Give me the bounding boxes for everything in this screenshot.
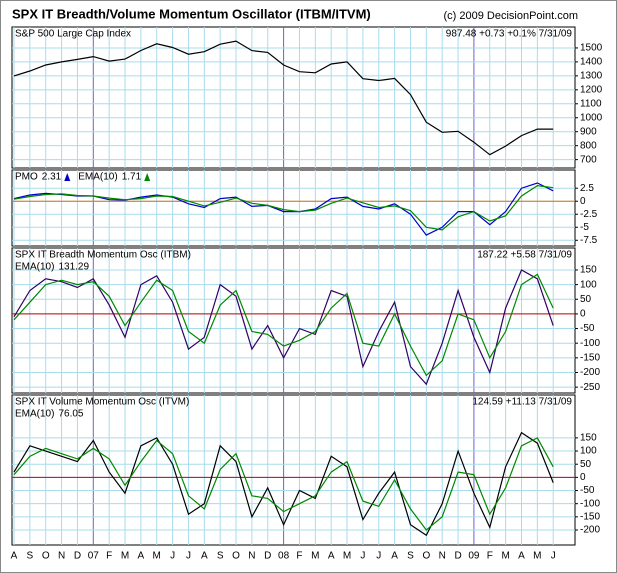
series-line: [13, 273, 554, 377]
x-tick-label: M: [153, 551, 161, 562]
source: (c) 2009 DecisionPoint.com: [443, 10, 578, 22]
y-tick-label: -150: [580, 352, 600, 363]
panel: [11, 169, 576, 247]
x-tick-label: S: [407, 551, 414, 562]
panel: [11, 26, 576, 169]
legend-name: PMO: [15, 172, 38, 183]
y-tick-label: -100: [580, 338, 600, 349]
x-tick-label: M: [311, 551, 319, 562]
x-tick-label: F: [296, 551, 302, 562]
y-tick-label: 1000: [580, 112, 603, 123]
x-tick-label: 07: [88, 551, 100, 562]
x-tick-label: M: [501, 551, 509, 562]
x-tick-label: M: [343, 551, 351, 562]
y-tick-label: -50: [580, 323, 595, 334]
panel: [11, 394, 576, 546]
panel-readout: 987.48 +0.73 +0.1% 7/31/09: [446, 29, 573, 40]
legend-value: 131.29: [58, 262, 89, 273]
x-tick-label: D: [264, 551, 271, 562]
series-line: [13, 40, 554, 156]
x-tick-label: O: [422, 551, 430, 562]
y-tick-label: 100: [580, 446, 597, 457]
y-tick-label: 1300: [580, 71, 603, 82]
y-tick-label: -2.5: [580, 209, 598, 220]
x-tick-label: N: [58, 551, 65, 562]
legend-name: EMA(10): [15, 409, 54, 420]
y-tick-label: -200: [580, 367, 600, 378]
y-tick-label: 800: [580, 140, 597, 151]
y-tick-label: -150: [580, 511, 600, 522]
x-tick-label: O: [42, 551, 50, 562]
legend-value: 1.71: [122, 172, 142, 183]
panel-label: S&P 500 Large Cap Index: [15, 29, 131, 40]
y-tick-label: 700: [580, 154, 597, 165]
y-tick-label: 0: [580, 196, 586, 207]
panel-label: SPX IT Breadth Momentum Osc (ITBM): [15, 250, 191, 261]
panel: [11, 247, 576, 394]
y-tick-label: 0: [580, 309, 586, 320]
x-tick-label: J: [170, 551, 175, 562]
legend-arrow: [144, 173, 151, 181]
x-tick-label: A: [518, 551, 525, 562]
x-tick-label: N: [248, 551, 255, 562]
x-tick-label: F: [106, 551, 112, 562]
y-tick-label: 1400: [580, 57, 603, 68]
x-tick-label: S: [217, 551, 224, 562]
x-tick-label: J: [186, 551, 191, 562]
series-line: [13, 437, 554, 531]
y-tick-label: 900: [580, 126, 597, 137]
x-tick-label: A: [11, 551, 18, 562]
x-tick-label: F: [487, 551, 493, 562]
y-tick-label: 50: [580, 459, 592, 470]
x-tick-label: 09: [468, 551, 480, 562]
x-tick-label: J: [360, 551, 365, 562]
x-tick-label: A: [328, 551, 335, 562]
legend-arrow: [64, 173, 71, 181]
y-tick-label: 1200: [580, 84, 603, 95]
panel-readout: 187.22 +5.58 7/31/09: [477, 250, 572, 261]
x-tick-label: A: [201, 551, 208, 562]
y-tick-label: 150: [580, 265, 597, 276]
y-tick-label: -50: [580, 485, 595, 496]
legend-name: EMA(10): [78, 172, 117, 183]
x-tick-label: 08: [278, 551, 290, 562]
y-tick-label: -200: [580, 525, 600, 536]
series-line: [13, 269, 554, 386]
x-tick-label: M: [121, 551, 129, 562]
x-tick-label: N: [439, 551, 446, 562]
y-tick-label: -100: [580, 498, 600, 509]
y-tick-label: 0: [580, 472, 586, 483]
series-line: [13, 431, 554, 537]
x-tick-label: S: [27, 551, 34, 562]
legend-name: EMA(10): [15, 262, 54, 273]
x-tick-label: O: [232, 551, 240, 562]
y-tick-label: 150: [580, 433, 597, 444]
x-tick-label: J: [551, 551, 556, 562]
x-tick-label: D: [74, 551, 81, 562]
series-line: [13, 184, 554, 231]
y-tick-label: -5: [580, 222, 589, 233]
y-tick-label: 2.5: [580, 183, 594, 194]
legend-value: 2.31: [42, 172, 62, 183]
chart-title: SPX IT Breadth/Volume Momentum Oscillato…: [12, 6, 371, 21]
y-tick-label: -250: [580, 382, 600, 393]
panel-readout: 124.59 +11.13 7/31/09: [472, 397, 572, 408]
series-line: [13, 182, 554, 236]
legend-value: 76.05: [58, 409, 83, 420]
x-tick-label: J: [376, 551, 381, 562]
y-tick-label: -7.5: [580, 235, 598, 246]
y-tick-label: 1500: [580, 43, 603, 54]
x-tick-label: M: [533, 551, 541, 562]
panel-label: SPX IT Volume Momentum Osc (ITVM): [15, 397, 189, 408]
y-tick-label: 1100: [580, 98, 602, 109]
y-tick-label: 50: [580, 294, 592, 305]
x-tick-label: D: [454, 551, 461, 562]
x-tick-label: A: [138, 551, 145, 562]
y-tick-label: 100: [580, 279, 597, 290]
x-tick-label: A: [391, 551, 398, 562]
